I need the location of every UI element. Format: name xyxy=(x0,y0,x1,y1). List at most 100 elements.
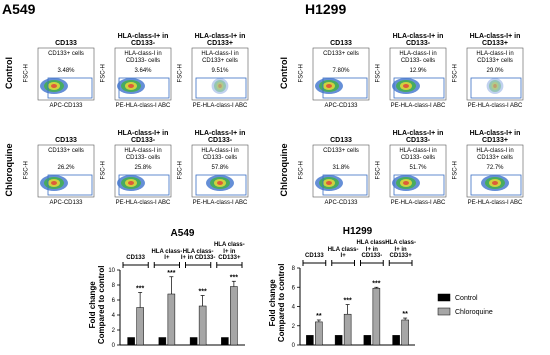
gate-label: CD133+ cells xyxy=(48,148,84,154)
density-blob xyxy=(218,84,222,88)
bar xyxy=(127,337,135,346)
gate xyxy=(393,77,445,99)
y-axis-title: Fold change Compared to control xyxy=(268,263,286,343)
gate xyxy=(195,174,247,196)
category-label: HLA class-I+ xyxy=(151,248,183,262)
density-blob xyxy=(128,84,134,88)
y-axis-label: FSC-H xyxy=(298,161,305,180)
plot-frame xyxy=(191,47,249,101)
y-tick-label: 8 xyxy=(292,266,296,272)
gate xyxy=(322,77,368,99)
chart-title: A549 xyxy=(170,228,195,239)
gate-label: HLA-class-I in CD133- cells xyxy=(124,148,162,161)
gate-value: 51.7% xyxy=(409,165,427,171)
bar xyxy=(136,307,144,346)
category-label: HLA class-I+ in CD133+ xyxy=(213,242,245,262)
y-tick-label: 4 xyxy=(112,313,116,319)
y-tick-label: 8 xyxy=(112,283,116,289)
density-blob xyxy=(217,181,223,185)
legend-swatch xyxy=(437,307,451,316)
gate xyxy=(47,77,93,99)
significance: *** xyxy=(199,289,207,296)
bar xyxy=(189,337,198,346)
density-blob xyxy=(211,78,229,94)
x-axis-label: APC-CD133 xyxy=(324,103,358,109)
gate-label: HLA-class-I in CD133- cells xyxy=(201,148,239,161)
gate xyxy=(393,174,445,196)
density-blob xyxy=(403,84,409,88)
legend-label: Chloroquine xyxy=(455,309,493,316)
bar xyxy=(343,313,352,346)
density-blob xyxy=(489,80,501,92)
bar xyxy=(392,335,400,346)
density-blob xyxy=(214,80,226,92)
category-label: HLA class-I+ in CD133- xyxy=(180,248,216,262)
gate xyxy=(322,174,368,196)
gate-value: 57.8% xyxy=(211,165,229,171)
block-title: A549 xyxy=(2,1,36,17)
legend-swatch xyxy=(437,293,451,302)
legend-label: Control xyxy=(455,295,478,302)
y-axis-label: FSC-H xyxy=(177,64,184,83)
y-tick-label: 0 xyxy=(292,343,296,349)
density-blob xyxy=(51,84,57,88)
density-blob xyxy=(216,82,224,90)
gate-label: HLA-class-I in CD133- cells xyxy=(124,51,162,64)
panel-header: HLA-class-I+ in CD133- xyxy=(194,129,246,145)
gate-value: 7.80% xyxy=(332,68,350,74)
y-axis-label: FSC-H xyxy=(452,161,459,180)
y-axis-label: FSC-H xyxy=(100,64,107,83)
y-axis-title: Fold change Compared to control xyxy=(88,265,106,345)
y-axis-label: FSC-H xyxy=(23,161,30,180)
density-blob xyxy=(51,181,57,185)
gate-label: CD133+ cells xyxy=(323,51,359,57)
plot-frame xyxy=(466,47,524,101)
significance: *** xyxy=(372,280,380,287)
y-tick-label: 6 xyxy=(292,285,296,291)
x-axis-label: APC-CD133 xyxy=(49,200,83,206)
bar xyxy=(221,337,229,346)
category-label: CD133 xyxy=(305,253,324,260)
x-axis-label: APC-CD133 xyxy=(324,200,358,206)
gate xyxy=(470,77,522,99)
density-blob xyxy=(492,181,498,185)
significance: *** xyxy=(136,286,144,293)
density-blob xyxy=(491,82,499,90)
gate-label: HLA-class-I in CD133+ cells xyxy=(201,51,239,64)
x-axis-label: APC-CD133 xyxy=(49,103,83,109)
y-axis-label: FSC-H xyxy=(298,64,305,83)
y-tick-label: 10 xyxy=(108,268,115,274)
significance: *** xyxy=(167,270,175,277)
chart-title: H1299 xyxy=(342,226,373,237)
x-axis-label: PE-HLA-class-I ABC xyxy=(390,200,446,206)
density-blob xyxy=(403,181,409,185)
density-blob xyxy=(486,78,504,94)
gate xyxy=(118,77,170,99)
bar xyxy=(363,335,372,346)
bar xyxy=(306,335,314,346)
x-axis-label: PE-HLA-class-I ABC xyxy=(390,103,446,109)
bar xyxy=(230,286,238,346)
gate-label: HLA-class-I in CD133- cells xyxy=(399,148,437,161)
density-blob xyxy=(326,84,332,88)
gate-label: CD133+ cells xyxy=(48,51,84,57)
panel-header: HLA-class-I+ in CD133- xyxy=(117,129,169,145)
panel-header: HLA-class-I+ in CD133- xyxy=(392,129,444,145)
y-axis-label: FSC-H xyxy=(452,64,459,83)
bar xyxy=(334,335,343,346)
gate xyxy=(118,174,170,196)
y-axis-label: FSC-H xyxy=(375,64,382,83)
gate-value: 9.51% xyxy=(211,68,229,74)
y-tick-label: 2 xyxy=(292,324,296,330)
y-axis-label: FSC-H xyxy=(23,64,30,83)
category-label: HLA class-I+ xyxy=(327,246,359,260)
gate xyxy=(47,174,93,196)
panel-header: CD133 xyxy=(55,40,77,48)
gate xyxy=(470,174,522,196)
gate-value: 72.7% xyxy=(486,165,504,171)
y-axis-label: FSC-H xyxy=(100,161,107,180)
row-label: Control xyxy=(279,56,290,89)
y-tick-label: 0 xyxy=(112,343,116,349)
